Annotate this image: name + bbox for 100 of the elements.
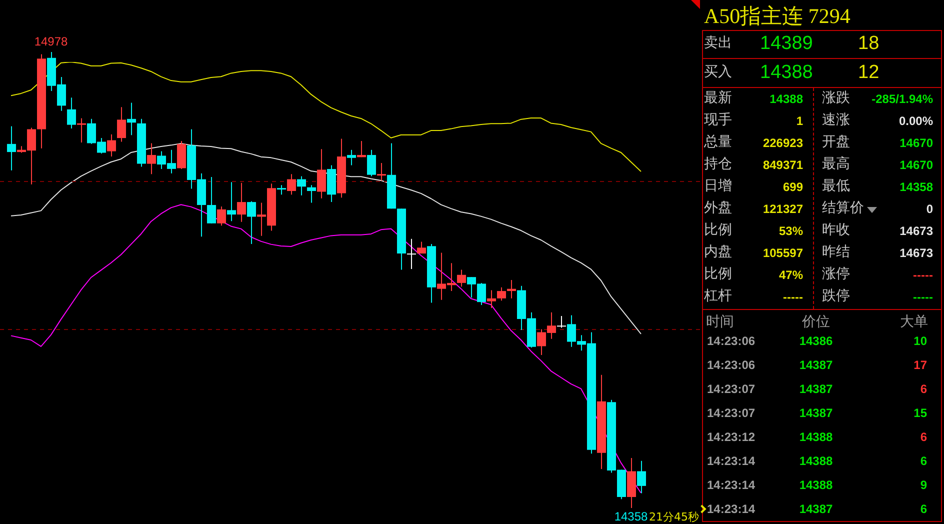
text: -285/1.94%	[872, 92, 933, 106]
text: 9	[920, 478, 927, 492]
text: 最高	[822, 156, 850, 172]
text: 昨结	[822, 244, 850, 260]
text: -----	[913, 268, 933, 282]
text: 价位	[801, 314, 831, 330]
text: 内盘	[704, 244, 732, 260]
text: 47%	[778, 268, 803, 282]
text: 14388	[798, 454, 834, 468]
candlestick	[287, 174, 296, 196]
text: 涨跌	[822, 90, 850, 106]
text: 跌停	[822, 288, 850, 304]
text: 14388	[798, 430, 834, 444]
candlestick	[507, 280, 516, 299]
text: 14358	[900, 180, 933, 194]
text: 699	[782, 180, 803, 194]
text: 53%	[778, 224, 803, 238]
text: 14:23:07	[707, 382, 756, 396]
text: 14387	[798, 382, 834, 396]
text: 14:23:14	[707, 454, 756, 468]
candlestick	[497, 286, 506, 302]
text: 14387	[798, 358, 834, 372]
text: 昨收	[822, 222, 850, 238]
annotation: 14358	[614, 509, 648, 524]
text: 日增	[704, 178, 732, 194]
candlestick	[147, 142, 156, 175]
text: 比例	[704, 222, 732, 238]
candlestick	[107, 134, 116, 157]
text: 杠杆	[704, 288, 732, 304]
text: 持仓	[704, 156, 732, 172]
text: 14389	[760, 33, 813, 54]
text: 14:23:06	[707, 334, 756, 348]
text: 速涨	[822, 112, 850, 128]
text: 14670	[900, 158, 933, 172]
text: 时间	[706, 314, 734, 330]
annotation: 14978	[34, 34, 68, 48]
candlestick	[317, 148, 326, 199]
candlestick	[377, 162, 386, 182]
text: 14673	[900, 224, 933, 238]
candlestick	[487, 290, 496, 308]
text: 6	[920, 430, 927, 444]
candlestick	[347, 149, 356, 166]
text: -----	[783, 290, 803, 304]
text: 0.00%	[898, 114, 933, 128]
text: 开盘	[822, 134, 850, 150]
candlestick	[297, 176, 306, 196]
candlestick	[367, 149, 376, 177]
candlestick	[127, 102, 136, 136]
text: 849371	[762, 158, 803, 172]
candlestick	[237, 182, 246, 222]
candlestick	[277, 184, 286, 196]
text: 外盘	[704, 200, 732, 216]
text: 14673	[900, 246, 933, 260]
text: 15	[914, 406, 927, 420]
text: 涨停	[822, 266, 850, 282]
text: 大单	[900, 314, 928, 330]
text: 现手	[704, 112, 732, 128]
text: 买入	[704, 64, 732, 80]
text: 21分45秒	[649, 510, 699, 524]
candlestick	[637, 460, 646, 494]
candlestick	[247, 200, 256, 244]
candlestick	[357, 140, 366, 158]
candlestick	[227, 182, 236, 222]
text: 226923	[762, 136, 803, 150]
text: 最新	[704, 90, 732, 106]
text: 最低	[822, 178, 850, 194]
text: 14387	[798, 406, 834, 420]
text: 18	[858, 33, 880, 54]
text: 14:23:06	[707, 358, 756, 372]
text: 结算价	[822, 200, 864, 216]
candlestick	[67, 97, 76, 129]
candlestick	[77, 118, 86, 143]
candlestick	[307, 184, 316, 204]
text: 14670	[900, 136, 933, 150]
candlestick	[407, 238, 416, 270]
text: 14:23:07	[707, 406, 756, 420]
text: 14386	[798, 334, 834, 348]
text: 卖出	[704, 35, 732, 51]
text: 105597	[762, 246, 803, 260]
candlestick	[457, 269, 466, 288]
candlestick	[117, 106, 126, 142]
text: 121327	[762, 202, 803, 216]
text: 12	[858, 62, 880, 83]
text: 14:23:12	[707, 430, 756, 444]
text: 1	[796, 114, 803, 128]
text: 10	[914, 334, 927, 348]
text: 14:23:14	[707, 478, 756, 492]
text: 14387	[798, 502, 834, 516]
text: 14:23:14	[707, 502, 756, 516]
text: 14388	[798, 478, 834, 492]
text: A50指主连 7294	[704, 4, 850, 28]
text: 总量	[704, 134, 732, 150]
candlestick	[7, 126, 16, 171]
candlestick	[557, 316, 566, 328]
text: 6	[920, 502, 927, 516]
text: 比例	[704, 266, 732, 282]
text: 14388	[770, 92, 803, 106]
text: 0	[926, 202, 933, 216]
text: -----	[913, 290, 933, 304]
text: 6	[920, 454, 927, 468]
